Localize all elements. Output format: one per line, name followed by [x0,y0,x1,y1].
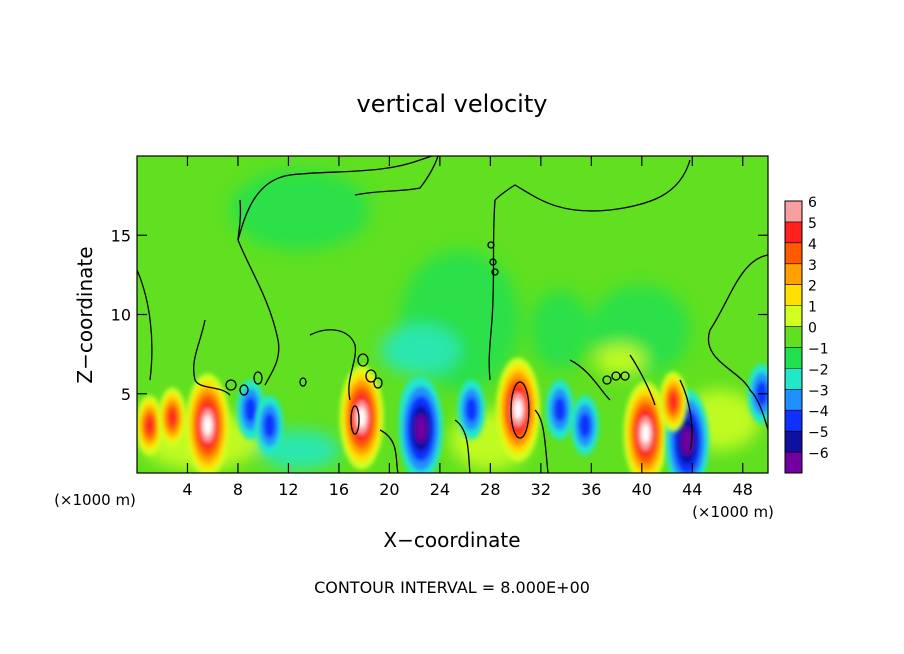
field-cell [623,381,668,473]
field-cells [137,357,768,473]
colorbar-swatch [785,431,802,453]
field-cell [659,371,688,432]
colorbar-label: 1 [808,300,817,316]
field-cell [137,395,164,456]
colorbar-swatch [785,347,802,369]
y-axis-label: Z−coordinate [73,246,97,383]
plot-area [137,156,768,473]
x-tick-label: 48 [733,480,753,499]
colorbar-swatch [785,326,802,348]
x-tick-label: 32 [531,480,551,499]
y-tick-label: 15 [111,226,131,245]
field-cell [457,379,486,440]
field-cell [255,395,284,456]
colorbar-label: 6 [808,195,817,211]
x-tick-label: 40 [632,480,652,499]
x-tick-label: 20 [379,480,399,499]
x-tick-label: 8 [233,480,243,499]
colorbar-swatch [785,452,802,474]
colorbar-label: 4 [808,237,817,253]
field-cell [545,379,574,440]
x-axis: 4 8 12 16 20 24 28 32 36 40 44 48 [182,156,753,499]
x-tick-label: 28 [480,480,500,499]
field-cell [496,357,541,462]
field-cell [398,376,443,473]
zero-contours [137,156,768,473]
y-tick-label: 5 [121,385,131,404]
x-tick-label: 24 [430,480,450,499]
colorbar-swatch [785,410,802,432]
colorbar-label: −6 [808,446,829,462]
x-unit-right: (×1000 m) [692,503,774,521]
colorbar-swatch [785,389,802,411]
x-unit-left: (×1000 m) [54,491,136,509]
colorbar-swatch [785,263,802,286]
colorbar-swatch [785,284,802,307]
field-cell [185,373,230,473]
colorbar-label: 0 [808,321,817,337]
y-axis: 5 10 15 [111,226,768,404]
y-tick-label: 10 [111,306,131,325]
field-cell [747,363,768,424]
colorbar-label: −4 [808,404,829,420]
x-tick-label: 4 [182,480,192,499]
colorbar-label: 3 [808,258,817,274]
field-cell [158,387,187,448]
colorbar-label: 5 [808,216,817,232]
colorbar-swatch [785,305,802,328]
field-cell [571,395,600,456]
x-tick-label: 44 [682,480,702,499]
colorbar-label: −3 [808,383,829,399]
colorbar-label: −1 [808,342,829,358]
colorbar-swatch [785,368,802,390]
colorbar: 6 5 4 3 2 1 0 −1 −2 −3 −4 −5 −6 [784,195,829,474]
colorbar-label: −5 [808,425,829,441]
colorbar-label: −2 [808,362,829,378]
colorbar-swatch [785,201,802,223]
x-tick-label: 36 [581,480,601,499]
x-tick-label: 12 [278,480,298,499]
colorbar-label: 2 [808,279,817,295]
colorbar-swatch [785,242,802,265]
field-cell [339,365,384,470]
chart-title: vertical velocity [357,90,548,118]
contour-interval-note: CONTOUR INTERVAL = 8.000E+00 [314,578,590,597]
x-tick-label: 16 [329,480,349,499]
x-axis-label: X−coordinate [383,528,520,552]
colorbar-swatch [785,221,802,244]
